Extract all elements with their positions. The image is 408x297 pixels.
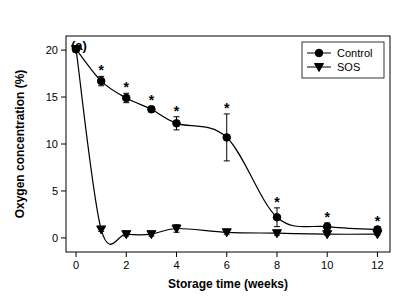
y-axis-label: Oxygen concentration (%): [13, 70, 27, 219]
x-tick: [276, 252, 277, 257]
data-point: [122, 94, 130, 102]
data-point: [223, 134, 231, 142]
data-point: [147, 231, 156, 239]
error-cap: [98, 85, 104, 86]
data-point: [222, 229, 231, 237]
x-tick: [126, 252, 127, 257]
x-tick-label: 4: [173, 259, 179, 271]
data-point: [173, 120, 181, 128]
data-point: [72, 46, 81, 54]
x-axis-label: Storage time (weeks): [168, 277, 288, 291]
annotation: *: [375, 213, 381, 229]
data-point: [97, 77, 105, 85]
x-tick-label: 2: [123, 259, 129, 271]
legend-label: Control: [337, 47, 372, 59]
y-tick: [61, 50, 66, 51]
legend-marker: [315, 64, 324, 72]
data-point: [72, 45, 80, 53]
y-tick: [61, 97, 66, 98]
y-tick-label: 10: [46, 138, 58, 150]
x-tick: [226, 252, 227, 257]
annotation: *: [174, 103, 180, 119]
data-point: [373, 231, 382, 239]
x-tick-label: 0: [73, 259, 79, 271]
error-cap: [123, 102, 129, 103]
x-tick: [377, 252, 378, 257]
series-line: [76, 49, 377, 244]
annotation: *: [274, 194, 280, 210]
annotation: *: [149, 92, 155, 108]
error-cap: [274, 226, 280, 227]
error-cap: [224, 160, 230, 161]
legend-marker: [315, 49, 323, 57]
title: (a): [71, 38, 87, 53]
y-tick-label: 0: [52, 232, 58, 244]
annotation: *: [124, 79, 130, 95]
legend-box: [302, 42, 384, 78]
y-tick: [61, 190, 66, 191]
legend-label: SOS: [337, 61, 360, 73]
y-tick-label: 5: [52, 185, 58, 197]
data-point: [172, 225, 181, 233]
legend: Control SOS: [302, 42, 384, 78]
error-cap: [174, 129, 180, 130]
error-bar: [224, 114, 230, 161]
y-tick-label: 20: [46, 44, 58, 56]
data-point: [273, 213, 281, 221]
chart: 0 5 10 15 20 0 2 4 6 8 10 12 Storage time (weeks) Oxy…: [0, 0, 408, 297]
x-tick-label: 12: [371, 259, 383, 271]
annotation: *: [224, 100, 230, 116]
x-tick: [327, 252, 328, 257]
y-tick-label: 15: [46, 91, 58, 103]
x-tick-label: 10: [321, 259, 333, 271]
data-point: [323, 231, 332, 239]
plot-frame: [66, 36, 390, 252]
x-tick-label: 6: [224, 259, 230, 271]
data-point: [272, 230, 281, 238]
data-point: [97, 226, 106, 234]
x-tick-label: 8: [274, 259, 280, 271]
annotation: *: [324, 209, 330, 225]
y-tick: [61, 237, 66, 238]
error-bar: [274, 208, 280, 227]
x-tick: [176, 252, 177, 257]
y-tick: [61, 144, 66, 145]
annotation: *: [98, 62, 104, 78]
x-tick: [76, 252, 77, 257]
data-point: [122, 231, 131, 239]
